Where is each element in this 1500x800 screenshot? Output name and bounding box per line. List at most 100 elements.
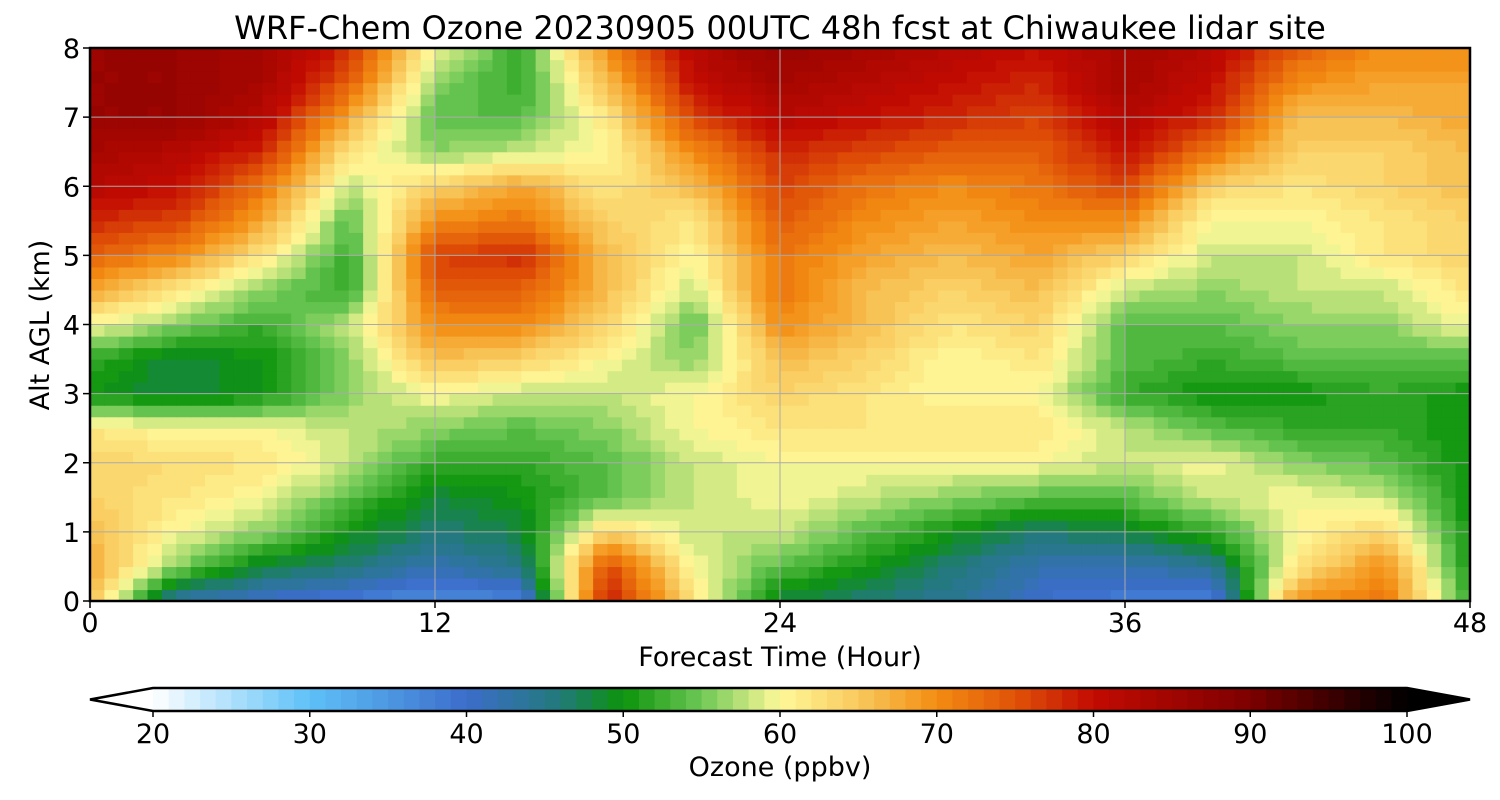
heatmap-cell [233, 393, 249, 406]
heatmap-cell [722, 485, 738, 498]
heatmap-cell [1254, 266, 1270, 280]
heatmap-cell [391, 48, 407, 61]
heatmap-cell [1441, 589, 1457, 602]
heatmap-cell [262, 497, 278, 510]
heatmap-cell [1383, 531, 1399, 544]
heatmap-cell [262, 577, 278, 591]
heatmap-cell [1010, 94, 1025, 107]
heatmap-cell [1153, 543, 1169, 556]
heatmap-cell [233, 163, 249, 176]
heatmap-cell [808, 48, 824, 61]
heatmap-cell [506, 324, 522, 337]
heatmap-cell [363, 266, 379, 280]
heatmap-cell [363, 370, 379, 383]
heatmap-cell [1268, 197, 1284, 210]
heatmap-cell [435, 531, 450, 544]
heatmap-cell [607, 278, 623, 291]
heatmap-cell [161, 48, 177, 61]
heatmap-cell [880, 71, 896, 84]
heatmap-cell [952, 232, 968, 245]
heatmap-cell [823, 531, 839, 544]
heatmap-cell [938, 405, 954, 418]
heatmap-cell [995, 243, 1011, 256]
heatmap-cell [938, 336, 954, 349]
heatmap-cell [190, 416, 206, 429]
heatmap-cell [837, 174, 853, 187]
heatmap-cell [1369, 566, 1385, 579]
heatmap-cell [1254, 428, 1270, 441]
heatmap-cell [1053, 59, 1069, 72]
heatmap-cell [938, 209, 954, 222]
heatmap-cell [1139, 566, 1155, 579]
colorbar-segment [1312, 688, 1330, 711]
heatmap-cell [851, 520, 867, 533]
heatmap-cell [1254, 105, 1270, 118]
heatmap-cell [147, 577, 163, 591]
heatmap-cell [535, 151, 551, 164]
heatmap-cell [348, 197, 364, 210]
heatmap-cell [1383, 370, 1399, 383]
heatmap-cell [406, 462, 422, 475]
heatmap-cell [276, 428, 292, 441]
heatmap-cell [578, 255, 594, 268]
heatmap-cell [1311, 105, 1327, 118]
heatmap-cell [1211, 94, 1227, 107]
heatmap-cell [1010, 324, 1025, 337]
heatmap-cell [276, 243, 292, 256]
y-tick-label: 7 [63, 103, 80, 134]
heatmap-cell [90, 416, 105, 429]
heatmap-cell [161, 105, 177, 118]
heatmap-cell [1182, 382, 1198, 395]
heatmap-cell [938, 48, 954, 61]
heatmap-cell [104, 163, 120, 176]
heatmap-cell [1053, 439, 1069, 452]
heatmap-cell [463, 485, 479, 498]
heatmap-cell [1369, 220, 1385, 233]
heatmap-cell [1340, 508, 1356, 521]
heatmap-cell [147, 82, 163, 95]
heatmap-cell [118, 117, 134, 130]
heatmap-cell [305, 428, 321, 441]
heatmap-cell [679, 508, 695, 521]
heatmap-cell [377, 589, 393, 602]
heatmap-cell [866, 416, 882, 429]
heatmap-cell [1412, 589, 1428, 602]
heatmap-cell [1139, 485, 1155, 498]
heatmap-cell [535, 336, 551, 349]
heatmap-cell [621, 174, 637, 187]
heatmap-cell [506, 197, 522, 210]
heatmap-cell [449, 301, 465, 314]
heatmap-cell [895, 393, 910, 406]
heatmap-cell [952, 278, 968, 291]
heatmap-cell [1139, 370, 1155, 383]
heatmap-cell [636, 82, 652, 95]
heatmap-cell [837, 163, 853, 176]
heatmap-cell [334, 59, 350, 72]
heatmap-cell [233, 520, 249, 533]
heatmap-cell [348, 255, 364, 268]
heatmap-cell [823, 266, 839, 280]
heatmap-cell [665, 289, 680, 303]
heatmap-cell [420, 531, 436, 544]
heatmap-cell [593, 71, 609, 84]
heatmap-cell [1168, 566, 1184, 579]
heatmap-cell [650, 174, 666, 187]
heatmap-cell [463, 543, 479, 556]
heatmap-cell [621, 508, 637, 521]
heatmap-cell [1311, 416, 1327, 429]
heatmap-cell [1067, 336, 1083, 349]
heatmap-cell [1081, 105, 1097, 118]
heatmap-cell [693, 278, 709, 291]
heatmap-cell [1139, 393, 1155, 406]
heatmap-cell [1053, 416, 1069, 429]
heatmap-cell [147, 393, 163, 406]
heatmap-cell [851, 359, 867, 372]
heatmap-cell [607, 232, 623, 245]
heatmap-cell [693, 347, 709, 360]
heatmap-cell [1010, 59, 1025, 72]
heatmap-cell [621, 82, 637, 95]
heatmap-cell [190, 163, 206, 176]
heatmap-cell [866, 105, 882, 118]
heatmap-cell [233, 359, 249, 372]
heatmap-cell [794, 370, 810, 383]
